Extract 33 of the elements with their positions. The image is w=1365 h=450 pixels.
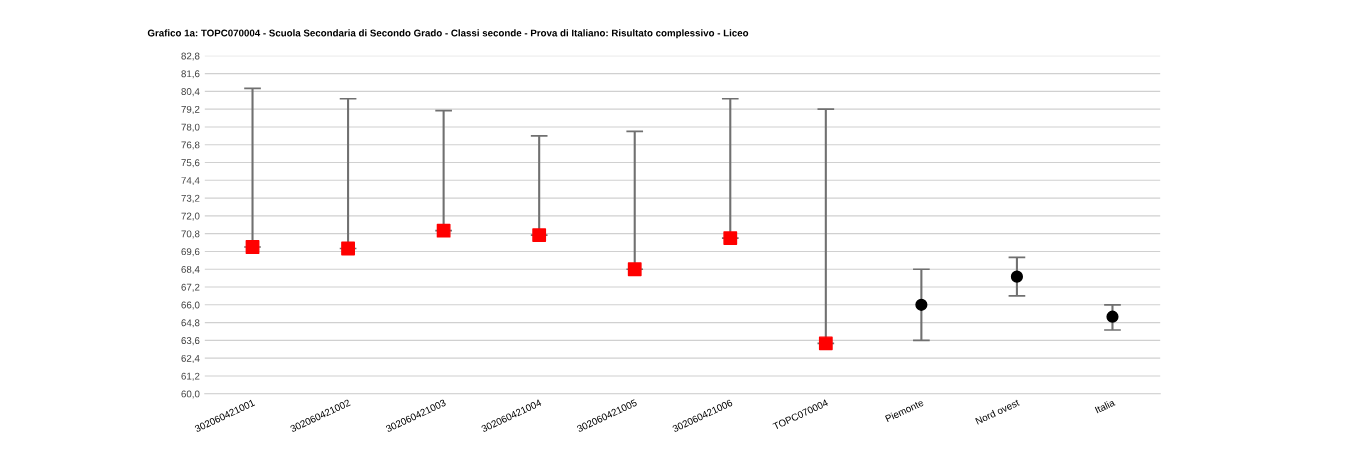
point — [818, 336, 833, 351]
point — [627, 262, 642, 277]
chart-title: Grafico 1a: TOPC070004 - Scuola Secondaria di Secondo Grado - Classi seconde - Prova di Italiano: Risultato complessivo - Liceo — [147, 29, 749, 39]
point — [436, 223, 451, 238]
y-tick-label: 80,4 — [181, 88, 200, 97]
y-tick-label: 68,4 — [181, 265, 200, 275]
y-tick-label: 78,0 — [181, 123, 200, 132]
y-tick-label: 61,2 — [181, 372, 200, 381]
point — [1106, 310, 1119, 323]
y-tick-label: 62,4 — [181, 354, 200, 363]
y-tick-label: 69,6 — [181, 248, 200, 257]
point — [723, 231, 738, 246]
y-tick-label: 76,8 — [181, 141, 200, 150]
y-tick-label: 63,6 — [181, 337, 200, 346]
y-tick-label: 75,6 — [181, 159, 200, 168]
y-tick-label: 64,8 — [181, 319, 200, 328]
y-tick-label: 79,2 — [181, 105, 200, 114]
point — [915, 298, 928, 311]
point — [532, 228, 547, 243]
y-tick-label: 81,6 — [181, 70, 200, 79]
y-tick-label: 74,4 — [181, 177, 200, 186]
y-tick-label: 73,2 — [181, 194, 200, 203]
x-tick-label: Italia — [1094, 398, 1116, 414]
point — [245, 240, 260, 254]
point — [341, 241, 355, 256]
point — [1010, 270, 1023, 283]
y-tick-label: 60,0 — [181, 390, 200, 399]
y-tick-label: 70,8 — [181, 230, 200, 239]
x-tick-label: Nord ovest — [975, 398, 1020, 425]
y-tick-label: 66,0 — [181, 301, 200, 310]
y-tick-label: 67,2 — [181, 283, 200, 292]
y-tick-label: 72,0 — [181, 212, 200, 221]
y-tick-label: 82,8 — [181, 52, 200, 61]
